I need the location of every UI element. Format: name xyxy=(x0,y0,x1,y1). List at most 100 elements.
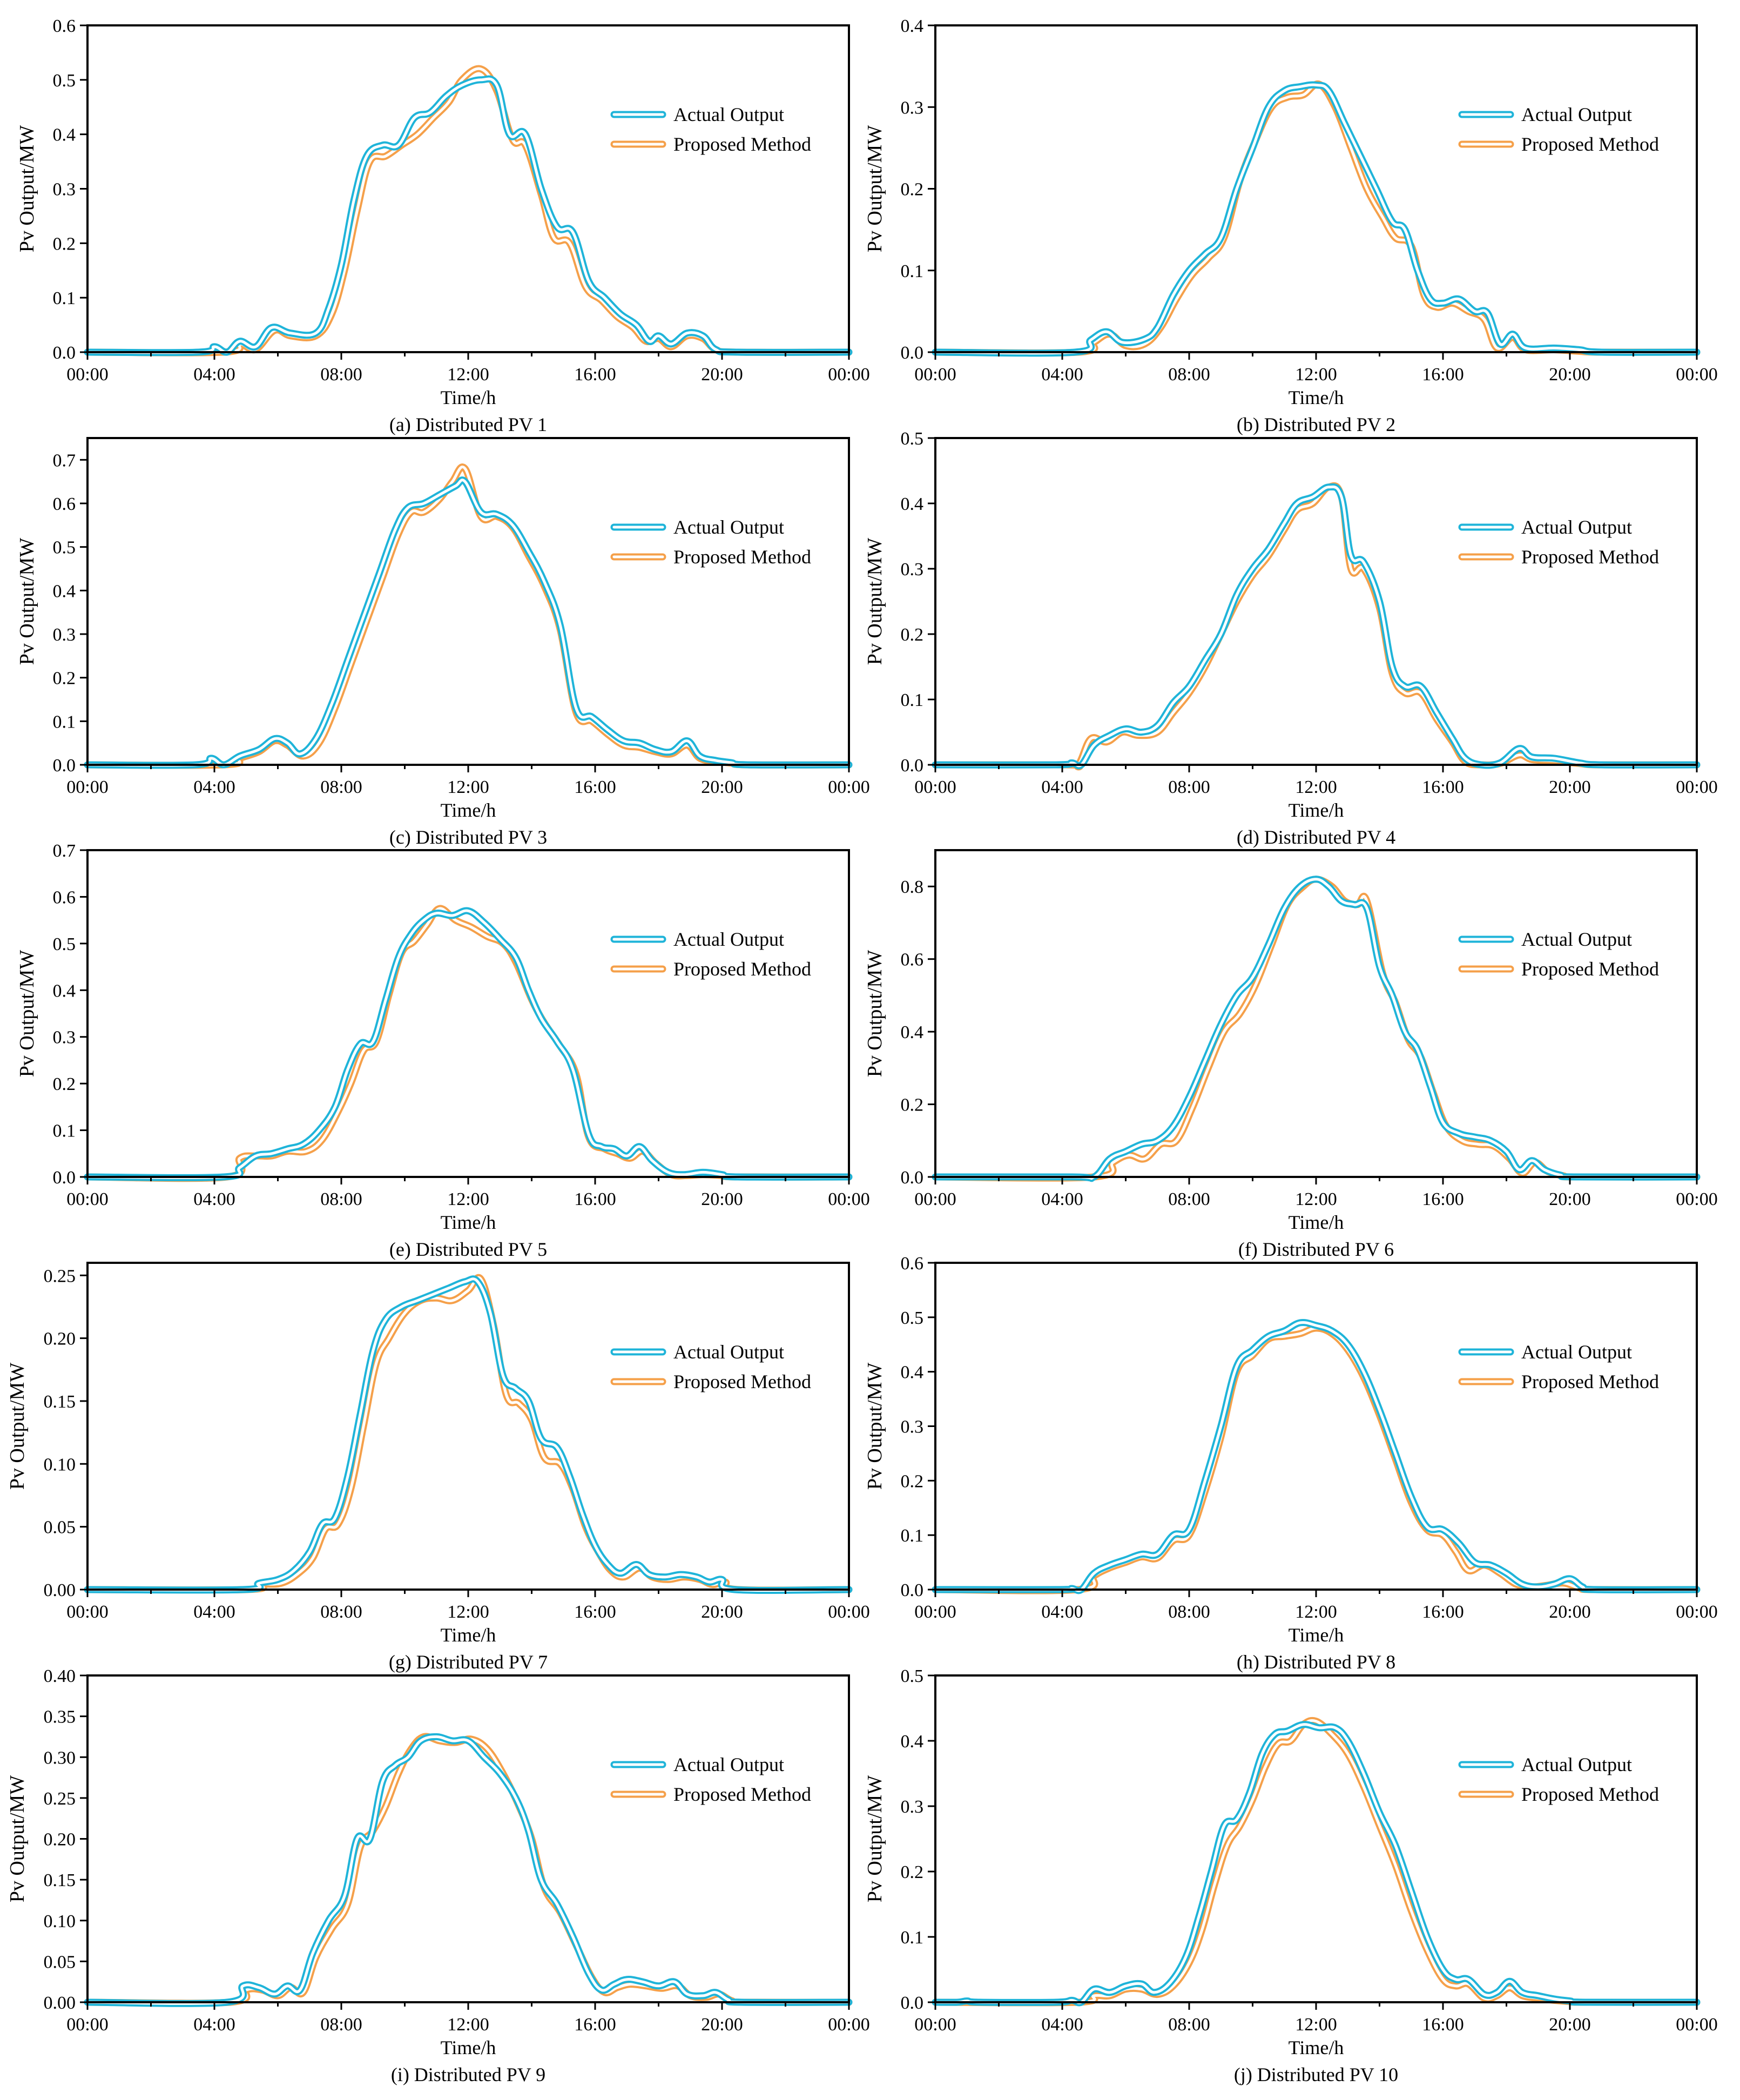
y-tick-label: 0.3 xyxy=(53,625,76,645)
chart-panel-4: 00:00 04:00 08:00 12:00 16:00 20:00 00:000.00.… xyxy=(864,429,1718,848)
x-axis-label: Time/h xyxy=(1289,387,1344,408)
x-tick-label: 16:00 xyxy=(1422,365,1464,385)
legend-label: Proposed Method xyxy=(1521,958,1659,980)
plot-frame xyxy=(934,1262,1698,1591)
series-line-proposed xyxy=(932,876,1701,1182)
x-tick-label: 08:00 xyxy=(1168,1189,1210,1209)
panel-caption: (g) Distributed PV 7 xyxy=(389,1651,548,1673)
x-tick-label: 00:00 xyxy=(914,777,956,797)
x-tick-label: 20:00 xyxy=(1549,2015,1590,2035)
x-tick-label: 04:00 xyxy=(193,2015,235,2035)
x-tick-label: 12:00 xyxy=(1295,777,1337,797)
panel-caption: (e) Distributed PV 5 xyxy=(389,1239,547,1260)
y-tick-label: 0.0 xyxy=(901,1993,924,2013)
y-tick-label: 0.10 xyxy=(44,1911,76,1931)
x-tick-label: 00:00 xyxy=(1676,2015,1717,2035)
y-tick-label: 0.4 xyxy=(901,1732,924,1752)
x-tick-label: 00:00 xyxy=(1676,365,1717,385)
x-tick-label: 20:00 xyxy=(1549,1602,1590,1622)
x-tick-label: 04:00 xyxy=(193,1189,235,1209)
chart-panel-2: 00:00 04:00 08:00 12:00 16:00 20:00 00:000.00.… xyxy=(864,16,1718,435)
y-tick-label: 0.6 xyxy=(53,887,76,907)
x-tick-label: 20:00 xyxy=(1549,777,1590,797)
x-tick-label: 00:00 xyxy=(828,1602,869,1622)
x-tick-label: 00:00 xyxy=(66,777,108,797)
y-tick-label: 0.5 xyxy=(901,1666,924,1686)
series-line-proposed-core xyxy=(934,1327,1698,1592)
series-line-proposed xyxy=(84,1733,853,2007)
legend: Actual Output Proposed Method xyxy=(1458,516,1659,568)
series-line-actual xyxy=(84,1733,853,2007)
y-tick-label: 0.0 xyxy=(901,756,924,776)
x-tick-label: 12:00 xyxy=(447,777,489,797)
x-axis-label: Time/h xyxy=(441,387,496,408)
x-tick-label: 00:00 xyxy=(914,2015,956,2035)
x-tick-label: 00:00 xyxy=(828,777,869,797)
panel-caption: (b) Distributed PV 2 xyxy=(1237,414,1395,435)
plot-frame xyxy=(86,1262,850,1591)
y-tick-label: 0.4 xyxy=(901,16,924,36)
x-tick-label: 16:00 xyxy=(1422,2015,1464,2035)
y-axis-label: Pv Output/MW xyxy=(864,538,886,665)
plot-frame xyxy=(86,849,850,1178)
legend: Actual Output Proposed Method xyxy=(1458,104,1659,155)
legend-label: Proposed Method xyxy=(673,1783,811,1805)
x-tick-label: 08:00 xyxy=(320,365,362,385)
x-tick-label: 08:00 xyxy=(320,777,362,797)
y-tick-label: 0.7 xyxy=(53,841,76,861)
y-tick-label: 0.0 xyxy=(901,1168,924,1188)
x-axis-label: Time/h xyxy=(1289,1624,1344,1646)
panel-caption: (f) Distributed PV 6 xyxy=(1238,1239,1394,1260)
y-tick-label: 0.25 xyxy=(44,1789,76,1809)
legend-label: Actual Output xyxy=(1521,104,1632,125)
legend-label: Actual Output xyxy=(1521,928,1632,950)
x-tick-label: 12:00 xyxy=(1295,2015,1337,2035)
chart-panel-3: 00:00 04:00 08:00 12:00 16:00 20:00 00:000.00.… xyxy=(16,437,870,848)
y-tick-label: 0.2 xyxy=(901,625,924,645)
x-tick-label: 00:00 xyxy=(66,2015,108,2035)
panel-caption: (h) Distributed PV 8 xyxy=(1237,1651,1395,1673)
x-axis-label: Time/h xyxy=(441,799,496,821)
panel-caption: (a) Distributed PV 1 xyxy=(389,414,547,435)
series-line-proposed-core xyxy=(86,1276,851,1592)
x-tick-label: 00:00 xyxy=(828,365,869,385)
x-tick-label: 08:00 xyxy=(1168,2015,1210,2035)
panel-caption: (i) Distributed PV 9 xyxy=(391,2064,545,2085)
x-tick-label: 04:00 xyxy=(1041,777,1083,797)
legend-label: Actual Output xyxy=(1521,1341,1632,1363)
x-tick-label: 16:00 xyxy=(1422,1189,1464,1209)
x-tick-label: 08:00 xyxy=(1168,365,1210,385)
x-axis-label: Time/h xyxy=(441,1624,496,1646)
legend: Actual Output Proposed Method xyxy=(610,1341,811,1392)
x-tick-label: 08:00 xyxy=(320,1602,362,1622)
x-tick-label: 04:00 xyxy=(1041,365,1083,385)
legend-label: Actual Output xyxy=(673,1754,784,1775)
x-tick-label: 16:00 xyxy=(1422,777,1464,797)
x-tick-label: 12:00 xyxy=(447,1602,489,1622)
x-tick-label: 00:00 xyxy=(914,365,956,385)
x-tick-label: 00:00 xyxy=(66,1189,108,1209)
x-tick-label: 12:00 xyxy=(447,2015,489,2035)
y-tick-label: 0.4 xyxy=(53,125,76,145)
y-tick-label: 0.4 xyxy=(901,1022,924,1042)
panel-caption: (d) Distributed PV 4 xyxy=(1237,826,1395,848)
y-axis-label: Pv Output/MW xyxy=(16,538,38,665)
legend-label: Proposed Method xyxy=(1521,1783,1659,1805)
y-tick-label: 0.35 xyxy=(44,1707,76,1727)
y-tick-label: 0.5 xyxy=(53,538,76,558)
x-tick-label: 00:00 xyxy=(914,1189,956,1209)
series-line-actual-core xyxy=(934,485,1698,768)
y-tick-label: 0.10 xyxy=(44,1455,76,1475)
x-tick-label: 16:00 xyxy=(1422,1602,1464,1622)
x-tick-label: 20:00 xyxy=(701,1602,743,1622)
y-tick-label: 0.1 xyxy=(53,1121,76,1141)
plot-frame xyxy=(934,437,1698,766)
y-tick-label: 0.3 xyxy=(901,1417,924,1437)
x-tick-label: 04:00 xyxy=(1041,1602,1083,1622)
y-tick-label: 0.25 xyxy=(44,1266,76,1286)
y-axis-label: Pv Output/MW xyxy=(6,1363,29,1490)
x-axis-label: Time/h xyxy=(1289,799,1344,821)
y-tick-label: 0.1 xyxy=(901,690,924,710)
legend: Actual Output Proposed Method xyxy=(1458,1754,1659,1805)
panel-caption: (j) Distributed PV 10 xyxy=(1234,2064,1398,2085)
